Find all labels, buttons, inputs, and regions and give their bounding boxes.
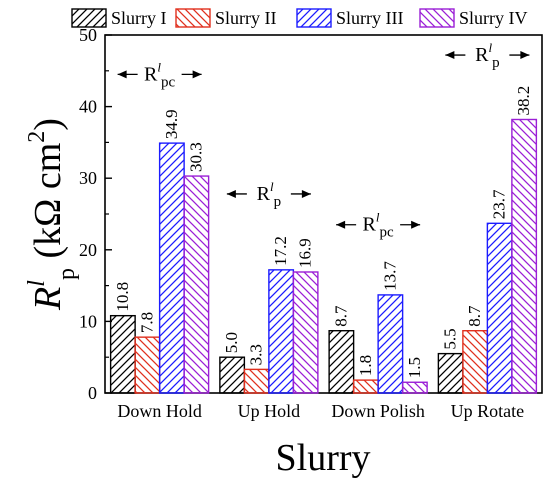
data-label: 8.7: [331, 305, 350, 327]
y-axis-title: Rlp (kΩ cm2): [24, 118, 80, 311]
data-label: 10.8: [113, 282, 132, 312]
data-label: 38.2: [514, 86, 533, 116]
data-labels: 10.8 5.0 8.7 5.5 7.8 3.3 1.8 8.7 34.9 17.2 13.7 23.…: [113, 86, 533, 379]
bar: [243, 368, 270, 394]
data-label: 1.5: [405, 357, 424, 378]
x-tick-label: Down Hold: [117, 401, 202, 421]
y-tick-label: 50: [79, 25, 97, 45]
bar: [292, 271, 319, 394]
x-tick-label: Up Rotate: [451, 401, 525, 421]
data-label: 16.9: [296, 238, 315, 268]
annotation: Rlpc: [336, 210, 421, 241]
y-tick-label: 10: [79, 311, 97, 331]
legend-swatch: [175, 8, 211, 28]
data-label: 7.8: [137, 312, 156, 333]
legend-label: Slurry I: [111, 8, 167, 28]
legend-item: Slurry III: [296, 8, 403, 28]
bar: [158, 142, 185, 394]
legend-label: Slurry II: [215, 8, 277, 28]
data-label: 13.7: [380, 261, 399, 291]
annotations: Rlpc Rlp Rlpc Rlp: [117, 40, 530, 241]
legend-item: Slurry I: [71, 8, 167, 28]
data-label: 34.9: [162, 109, 181, 139]
x-tick-label: Down Polish: [331, 401, 425, 421]
bar: [219, 356, 246, 394]
data-label: 5.5: [441, 328, 460, 349]
bar: [183, 175, 210, 394]
annotation: Rlp: [445, 40, 530, 71]
y-tick-label: 40: [79, 97, 97, 117]
y-tick-label: 30: [79, 168, 97, 188]
legend: Slurry I Slurry II Slurry III Slurry IV: [71, 8, 528, 28]
y-axis: 0 10 20 30 40 50: [79, 25, 112, 403]
annotation-label: Rlp: [475, 40, 499, 71]
annotation-label: Rlp: [257, 179, 281, 210]
legend-item: Slurry IV: [419, 8, 528, 28]
annotation-label: Rlpc: [144, 59, 175, 90]
bar: [268, 269, 295, 394]
legend-swatch: [71, 8, 107, 28]
data-label: 8.7: [465, 305, 484, 327]
data-label: 17.2: [271, 236, 290, 266]
bar: [511, 118, 538, 394]
bar: [486, 222, 513, 394]
data-label: 30.3: [186, 142, 205, 172]
bar: [134, 336, 161, 394]
data-label: 3.3: [247, 344, 266, 365]
y-tick-label: 20: [79, 240, 97, 260]
data-label: 23.7: [490, 189, 509, 219]
data-label: 1.8: [356, 355, 375, 376]
annotation-label: Rlpc: [363, 210, 394, 241]
bar: [401, 381, 428, 394]
legend-label: Slurry IV: [459, 8, 528, 28]
annotation: Rlp: [226, 179, 311, 210]
bar: [109, 314, 136, 394]
y-tick-label: 0: [88, 383, 97, 403]
legend-item: Slurry II: [175, 8, 277, 28]
legend-swatch: [296, 8, 332, 28]
bars: [109, 118, 538, 394]
bar: [352, 379, 379, 394]
legend-label: Slurry III: [336, 8, 403, 28]
legend-swatch: [419, 8, 455, 28]
bar: [328, 330, 355, 394]
x-tick-label: Up Hold: [238, 401, 301, 421]
bar: [377, 294, 404, 394]
data-label: 5.0: [222, 332, 241, 353]
x-axis-title: Slurry: [276, 437, 371, 479]
bar: [462, 330, 489, 394]
annotation: Rlpc: [117, 59, 202, 90]
bar: [437, 352, 464, 394]
